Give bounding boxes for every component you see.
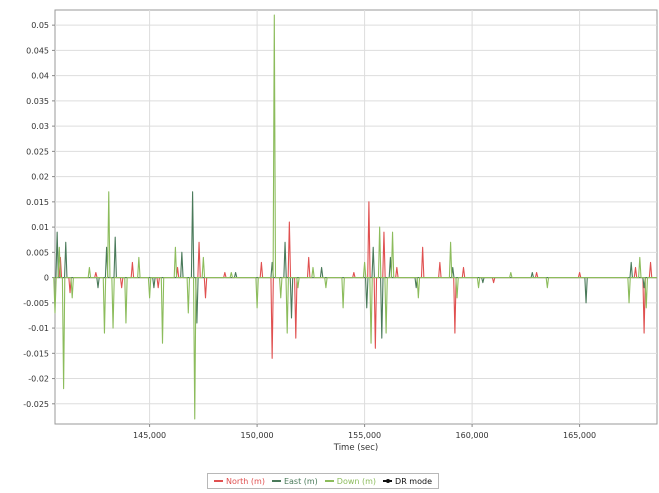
legend: North (m) East (m) Down (m) DR mode — [207, 473, 439, 489]
y-tick-label: 0.015 — [26, 198, 49, 207]
y-tick-label: -0.01 — [28, 324, 49, 333]
plot-area — [54, 9, 658, 425]
legend-swatch-down — [324, 480, 334, 482]
legend-item-north: North (m) — [214, 477, 265, 486]
legend-swatch-dr-mode — [383, 478, 393, 483]
x-tick-label: 165,000 — [563, 431, 596, 440]
y-tick-label: 0.045 — [26, 46, 49, 55]
legend-label-dr-mode: DR mode — [395, 476, 432, 486]
y-tick-label: -0.02 — [28, 375, 49, 384]
x-tick-label: 160,000 — [456, 431, 489, 440]
y-tick-label: 0.01 — [31, 223, 49, 232]
legend-swatch-east — [271, 480, 281, 482]
x-axis-ticks: 145,000 150,000 155,000 160,000 165,000 — [133, 424, 596, 440]
y-tick-label: 0.04 — [31, 72, 49, 81]
x-axis-title: Time (sec) — [333, 443, 378, 453]
y-tick-label: 0.02 — [31, 173, 49, 182]
y-tick-label: 0.005 — [26, 248, 49, 257]
legend-label-east: East (m) — [283, 476, 318, 486]
y-tick-label: 0.035 — [26, 97, 49, 106]
x-tick-label: 145,000 — [133, 431, 166, 440]
legend-item-east: East (m) — [271, 476, 318, 486]
y-tick-label: -0.025 — [23, 400, 49, 409]
y-tick-label: -0.015 — [23, 349, 49, 358]
y-tick-label: -0.005 — [23, 299, 49, 308]
y-tick-label: 0 — [44, 274, 49, 283]
y-axis-ticks: 0.05 0.045 0.04 0.035 0.03 0.025 0.02 0.015 0.01… — [23, 21, 55, 409]
y-tick-label: 0.03 — [31, 122, 49, 131]
legend-item-dr-mode: DR mode — [383, 477, 432, 486]
x-tick-label: 150,000 — [241, 431, 274, 440]
series-line-down — [53, 14, 657, 420]
series-layer — [53, 14, 657, 420]
legend-item-down: Down (m) — [324, 476, 377, 486]
legend-swatch-north — [214, 480, 223, 482]
y-tick-label: 0.05 — [31, 21, 49, 30]
legend-label-north: North (m) — [226, 476, 265, 486]
legend-label-down: Down (m) — [336, 476, 377, 486]
x-tick-label: 155,000 — [348, 431, 381, 440]
y-tick-label: 0.025 — [26, 147, 49, 156]
